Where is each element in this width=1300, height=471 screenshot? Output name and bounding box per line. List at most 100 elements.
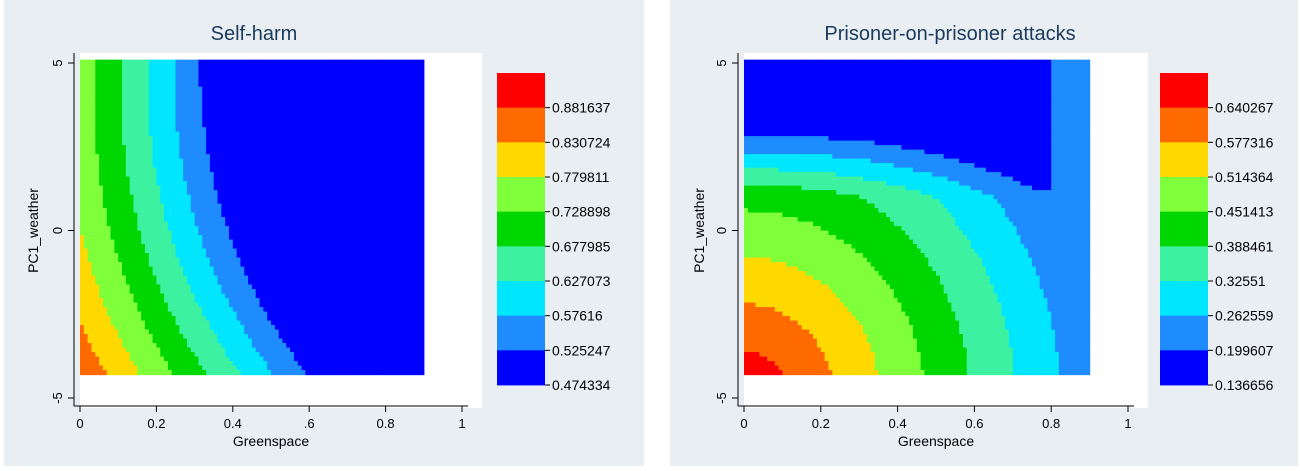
contour-cell (293, 104, 299, 110)
contour-cell (332, 91, 337, 97)
contour-cell (87, 73, 93, 79)
contour-cell (316, 212, 322, 218)
contour-cell (351, 253, 356, 259)
contour-cell (141, 158, 146, 164)
contour-cell (347, 212, 352, 218)
contour-cell (370, 172, 375, 178)
contour-cell (225, 104, 230, 110)
contour-cell (202, 77, 207, 83)
contour-cell (351, 127, 356, 133)
contour-cell (206, 190, 211, 196)
contour-cell (232, 68, 238, 74)
contour-cell (198, 68, 203, 74)
contour-cell (335, 86, 341, 92)
contour-cell (99, 181, 104, 187)
contour-cell (370, 77, 375, 83)
contour-cell (263, 235, 268, 241)
contour-cell (374, 77, 379, 83)
contour-cell (274, 113, 280, 119)
contour-cell (240, 199, 245, 205)
contour-cell (240, 163, 245, 169)
contour-cell (362, 167, 368, 173)
contour-cell (397, 68, 402, 74)
contour-cell (95, 239, 100, 245)
contour-cell (374, 257, 379, 263)
contour-cell (408, 82, 413, 88)
contour-cell (248, 235, 253, 241)
contour-cell (156, 221, 161, 227)
contour-cell (408, 127, 413, 133)
contour-cell (328, 239, 333, 245)
contour-cell (80, 284, 85, 290)
contour-cell (171, 235, 177, 241)
contour-cell (179, 95, 184, 101)
contour-cell (202, 149, 207, 155)
contour-cell (309, 212, 314, 218)
contour-cell (83, 248, 89, 254)
contour-cell (122, 104, 127, 110)
contour-cell (416, 59, 421, 65)
contour-cell (114, 253, 119, 259)
contour-cell (400, 212, 406, 218)
contour-cell (217, 190, 222, 196)
contour-cell (95, 73, 100, 79)
contour-cell (274, 91, 280, 97)
contour-cell (244, 262, 249, 268)
contour-cell (309, 203, 314, 209)
contour-cell (400, 100, 406, 106)
contour-cell (316, 271, 322, 277)
contour-cell (248, 172, 253, 178)
contour-cell (358, 118, 364, 124)
contour-cell (164, 158, 169, 164)
contour-cell (206, 145, 211, 151)
contour-cell (347, 140, 352, 146)
contour-cell (95, 77, 100, 83)
contour-cell (167, 172, 173, 178)
contour-cell (358, 104, 364, 110)
contour-cell (221, 190, 226, 196)
contour-cell (156, 217, 161, 223)
contour-cell (374, 253, 379, 259)
contour-cell (313, 221, 318, 227)
contour-cell (160, 109, 165, 115)
contour-cell (144, 271, 150, 277)
contour-cell (202, 199, 207, 205)
contour-cell (118, 203, 123, 209)
contour-cell (213, 136, 219, 142)
contour-cell (175, 284, 180, 290)
contour-cell (160, 203, 165, 209)
contour-cell (324, 203, 329, 209)
contour-cell (225, 266, 230, 272)
contour-cell (202, 86, 207, 92)
contour-cell (248, 194, 253, 200)
contour-cell (358, 239, 364, 245)
contour-cell (190, 158, 196, 164)
contour-cell (152, 140, 157, 146)
contour-cell (175, 100, 180, 106)
contour-cell (183, 59, 188, 65)
contour-cell (313, 262, 318, 268)
contour-cell (171, 118, 177, 124)
contour-cell (286, 86, 291, 92)
contour-cell (171, 95, 177, 101)
contour-cell (213, 127, 219, 133)
contour-cell (99, 239, 104, 245)
contour-cell (110, 140, 115, 146)
contour-cell (213, 82, 219, 88)
contour-cell (263, 100, 268, 106)
contour-cell (217, 212, 222, 218)
contour-cell (419, 230, 425, 236)
contour-cell (297, 113, 303, 119)
contour-cell (351, 122, 356, 128)
contour-cell (416, 100, 421, 106)
contour-cell (148, 172, 154, 178)
contour-cell (404, 190, 410, 196)
contour-cell (377, 100, 383, 106)
contour-cell (355, 64, 360, 70)
contour-cell (228, 127, 234, 133)
contour-cell (412, 91, 417, 97)
contour-cell (202, 91, 207, 97)
contour-cell (408, 302, 413, 308)
contour-cell (248, 68, 253, 74)
contour-cell (320, 185, 326, 191)
